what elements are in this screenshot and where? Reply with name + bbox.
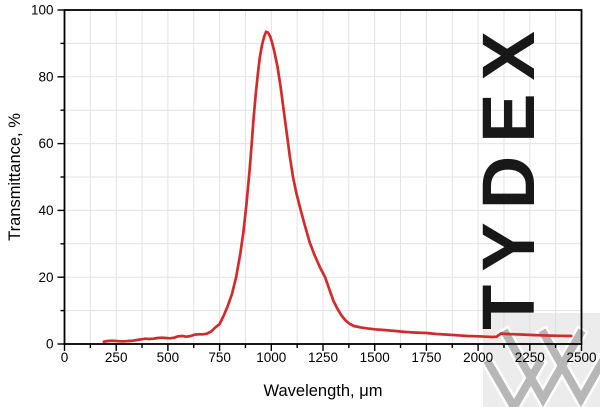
tydex-watermark-text: TYDEX [467,18,550,330]
x-tick-label: 1000 [256,350,286,365]
gridlines [64,10,582,344]
x-tick-label: 500 [157,350,180,365]
y-tick-label: 20 [38,270,53,285]
y-tick-label: 40 [38,203,53,218]
x-tick-label: 1250 [308,350,338,365]
x-tick-label: 2000 [463,350,493,365]
y-tick-label: 100 [31,3,54,18]
chevron-right [538,328,600,407]
y-axis-title: Transmittance, % [6,113,24,241]
x-tick-label: 250 [105,350,128,365]
x-tick-label: 2250 [515,350,545,365]
transmittance-curve [102,30,573,344]
x-tick-label: 0 [61,350,69,365]
chevron-small [483,358,545,407]
axis-ticks [57,9,583,351]
tydex-chevron-w-logo [480,325,600,407]
transmittance-series-line [102,30,573,344]
chevron-middle [500,328,586,407]
y-tick-label: 60 [38,136,53,151]
x-tick-label: 1500 [360,350,390,365]
tick-labels: 0 250 500 750 1000 1250 1500 1750 2000 2250 2500 0 2… [31,3,597,365]
x-axis-title: Wavelength, μm [264,382,383,400]
x-tick-label: 2500 [566,350,596,365]
y-tick-label: 80 [38,69,53,84]
x-tick-label: 750 [208,350,231,365]
y-tick-label: 0 [46,337,54,352]
x-tick-label: 1750 [411,350,441,365]
